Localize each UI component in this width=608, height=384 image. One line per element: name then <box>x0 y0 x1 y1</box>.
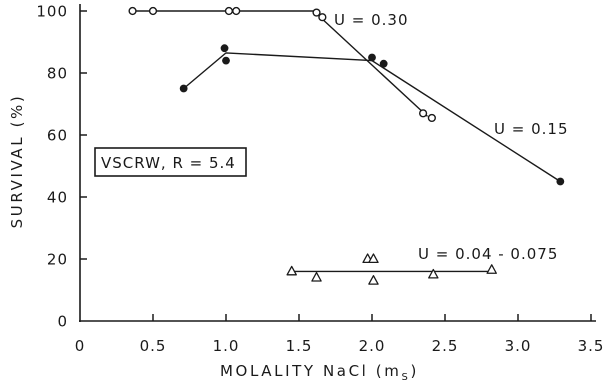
u-0-30-open-circle-point <box>226 8 233 15</box>
x-axis-label-suffix: ) <box>410 362 418 380</box>
u-0-04-0-075-open-triangle-point <box>487 265 496 273</box>
x-tick-label: 1.5 <box>286 337 313 355</box>
u-0-30-open-circle-point <box>428 115 435 122</box>
series-label-u-0-04-0-075: U = 0.04 - 0.075 <box>418 245 558 263</box>
axis-ticks: 0 0.5 1.0 1.5 2.0 2.5 3.0 3.5 0 20 40 60 80 100 <box>36 3 604 356</box>
u-0-30-open-circle-point <box>319 14 326 21</box>
y-tick-label: 60 <box>47 127 68 145</box>
y-tick-label: 0 <box>57 313 68 331</box>
u-0-15-trend-line <box>184 53 561 182</box>
u-0-15-filled-circle-point <box>180 85 188 93</box>
y-tick-label: 100 <box>36 3 68 21</box>
y-tick-label: 20 <box>47 251 68 269</box>
x-tick-label: 0.5 <box>140 337 167 355</box>
x-axis-label: MOLALITY NaCl (mS) <box>220 362 419 383</box>
u-0-04-0-075-open-triangle-point <box>287 266 296 274</box>
x-tick-label: 0 <box>75 337 86 355</box>
u-0-15-filled-circle-point <box>380 60 388 68</box>
y-tick-label: 40 <box>47 189 68 207</box>
x-tick-label: 3.0 <box>505 337 532 355</box>
y-tick-label: 80 <box>47 65 68 83</box>
annotation-box: VSCRW, R = 5.4 <box>95 148 246 176</box>
x-tick-label: 1.0 <box>213 337 240 355</box>
u-0-04-0-075-open-triangle-point <box>369 276 378 284</box>
u-0-30-open-circle-point <box>233 8 240 15</box>
data-points <box>129 8 564 285</box>
x-tick-label: 3.5 <box>578 337 605 355</box>
series-label-u-0-30: U = 0.30 <box>334 11 408 29</box>
u-0-30-open-circle-point <box>150 8 157 15</box>
x-tick-label: 2.5 <box>432 337 459 355</box>
u-0-30-open-circle-point <box>420 110 427 117</box>
u-0-15-filled-circle-point <box>222 57 230 65</box>
u-0-15-filled-circle-point <box>556 178 564 186</box>
u-0-30-open-circle-point <box>129 8 136 15</box>
x-axis-label-subscript: S <box>401 372 410 383</box>
annotation-text: VSCRW, R = 5.4 <box>101 154 236 172</box>
u-0-04-0-075-open-triangle-point <box>312 273 321 281</box>
u-0-15-filled-circle-point <box>221 44 229 52</box>
u-0-15-filled-circle-point <box>368 54 376 62</box>
trend-lines <box>133 11 561 271</box>
u-0-30-open-circle-point <box>313 9 320 16</box>
x-tick-label: 2.0 <box>359 337 386 355</box>
x-axis-label-main: MOLALITY NaCl (m <box>220 362 401 380</box>
series-label-u-0-15: U = 0.15 <box>494 120 568 138</box>
y-axis-label: SURVIVAL (%) <box>8 94 26 229</box>
